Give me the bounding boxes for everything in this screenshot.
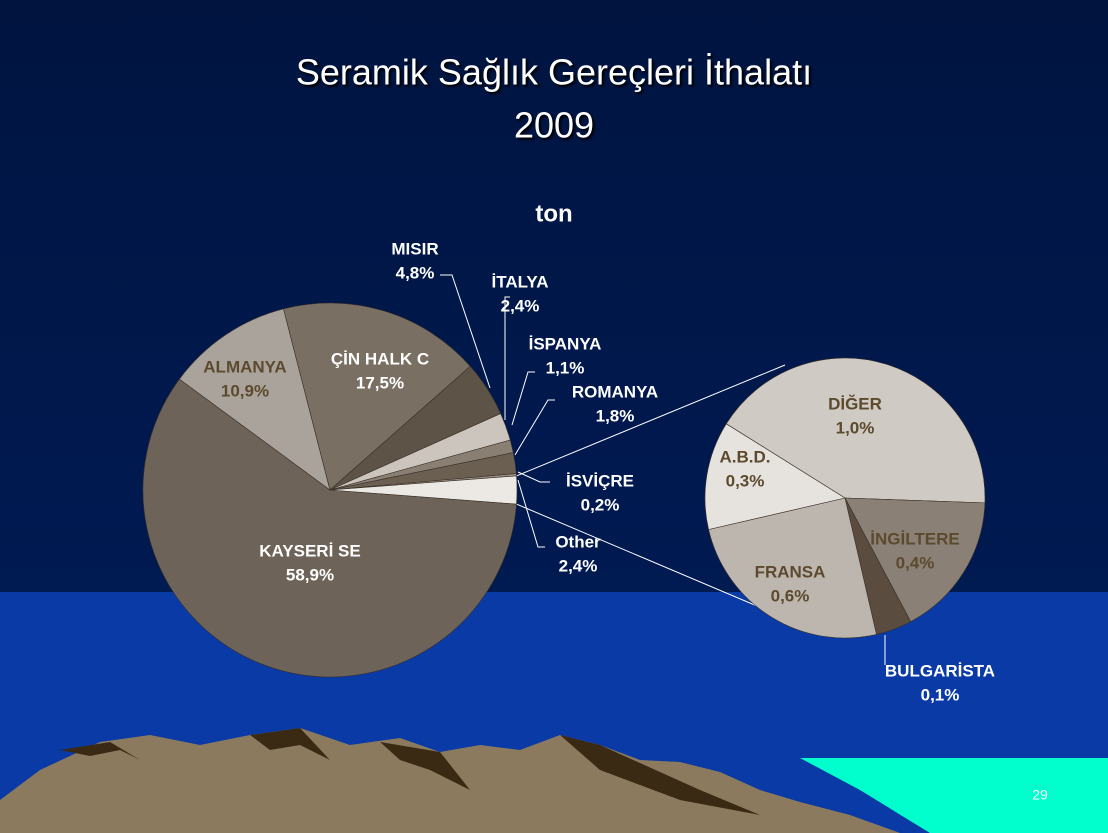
pie-slice (329, 475, 518, 505)
mountain-shade (60, 742, 140, 760)
pie-slice (725, 357, 986, 504)
connector (516, 503, 791, 621)
data-label: İNGİLTERE (870, 529, 959, 548)
data-label: 0,3% (726, 471, 765, 490)
data-label: 0,2% (581, 495, 620, 514)
mountain-shade (250, 728, 330, 760)
mountain-shade (380, 742, 470, 790)
mountains (0, 728, 900, 833)
data-label: 0,1% (921, 685, 960, 704)
data-label: A.B.D. (720, 447, 771, 466)
data-label: Other (555, 532, 601, 551)
data-label: İTALYA (491, 272, 548, 291)
data-label: 2,4% (559, 556, 598, 575)
data-label: DİĞER (828, 394, 882, 413)
data-label: FRANSA (755, 562, 826, 581)
data-label: 58,9% (286, 565, 334, 584)
data-label: BULGARİSTA (885, 661, 995, 680)
pie-slice (708, 497, 877, 639)
pie-slice (844, 497, 986, 623)
slide-number: 29 (1032, 787, 1048, 803)
data-label: 1,1% (546, 358, 585, 377)
leader-lines (440, 274, 886, 665)
data-label: MISIR (391, 239, 438, 258)
pie-slice (704, 423, 846, 530)
data-label: KAYSERİ SE (259, 541, 360, 560)
data-label: 0,4% (896, 553, 935, 572)
pie-slice (178, 308, 331, 491)
data-label: 17,5% (356, 373, 404, 392)
data-label: 2,4% (501, 296, 540, 315)
data-label: İSVİÇRE (566, 471, 634, 490)
data-label: 1,8% (596, 406, 635, 425)
data-label: ÇİN HALK C (331, 349, 429, 368)
chart-title: ton (535, 200, 572, 227)
pie-slice (142, 378, 517, 678)
connector (516, 364, 786, 477)
data-label: İSPANYA (529, 334, 602, 353)
slide-subtitle: 2009 (514, 105, 594, 146)
shore (800, 758, 1108, 833)
data-label: 0,6% (771, 586, 810, 605)
data-label: ALMANYA (203, 357, 286, 376)
data-label: 4,8% (396, 263, 435, 282)
pie-slice (283, 302, 471, 491)
data-label: ROMANYA (572, 382, 658, 401)
data-label: 10,9% (221, 381, 269, 400)
data-label: 1,0% (836, 418, 875, 437)
slide-title: Seramik Sağlık Gereçleri İthalatı (296, 52, 812, 93)
mountain-shade (560, 735, 760, 815)
